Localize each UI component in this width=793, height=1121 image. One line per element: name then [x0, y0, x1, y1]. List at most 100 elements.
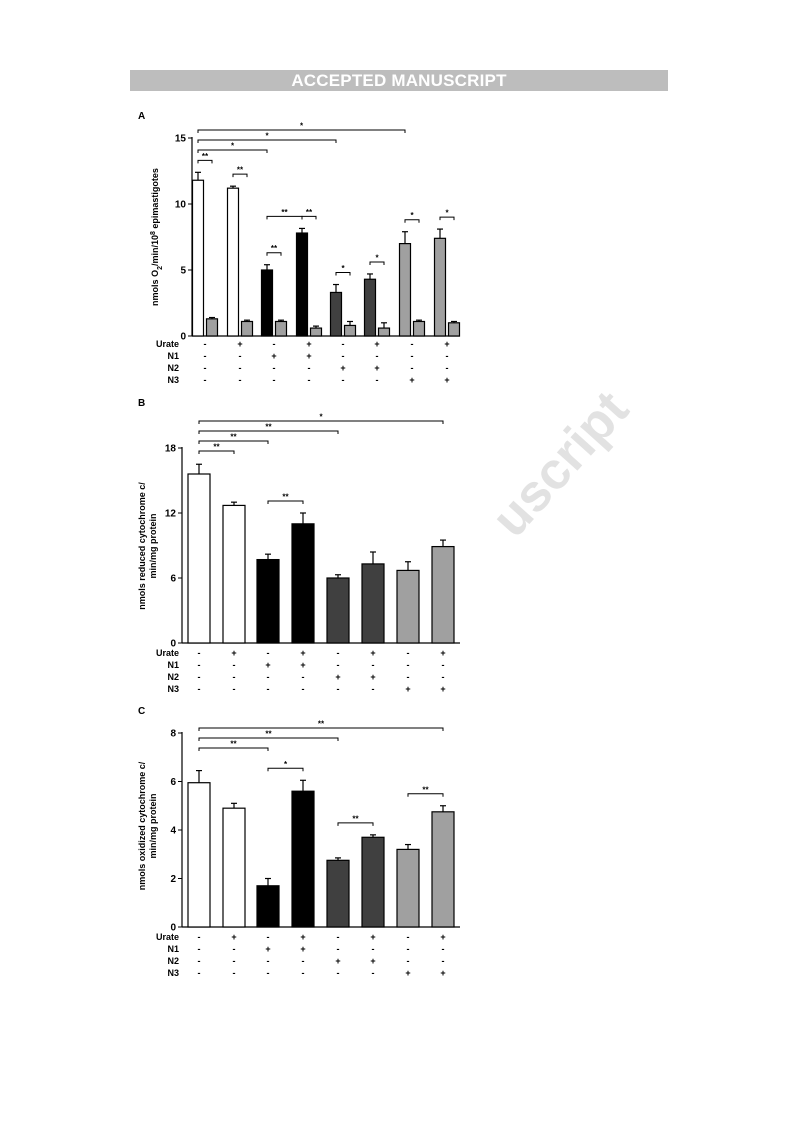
significance-label: **: [202, 152, 209, 161]
condition-sign: -: [267, 648, 270, 658]
condition-row-label: N2: [167, 672, 179, 682]
condition-sign: +: [370, 956, 375, 966]
bar: [256, 558, 280, 644]
condition-row-label: Urate: [156, 932, 179, 942]
accepted-manuscript-banner: ACCEPTED MANUSCRIPT: [130, 70, 668, 91]
bar: [396, 569, 420, 644]
condition-sign: -: [198, 672, 201, 682]
y-axis-label-part: epimastigotes: [150, 168, 160, 231]
bar-inhibitor: [447, 322, 461, 337]
significance-label: **: [230, 740, 237, 749]
y-axis-label-line2: min/mg protein: [148, 514, 158, 579]
condition-sign: -: [407, 648, 410, 658]
condition-sign: -: [239, 375, 242, 385]
bar-inhibitor: [309, 327, 323, 337]
condition-row-label: Urate: [156, 648, 179, 658]
condition-sign: -: [337, 932, 340, 942]
condition-sign: +: [306, 339, 311, 349]
significance-bracket: [335, 272, 351, 276]
condition-sign: -: [372, 660, 375, 670]
condition-sign: -: [233, 956, 236, 966]
bar-inhibitor: [377, 327, 391, 337]
bar-inhibitor: [205, 318, 219, 337]
condition-sign: +: [444, 375, 449, 385]
condition-sign: -: [342, 351, 345, 361]
bar-inhibitor: [412, 320, 426, 337]
condition-sign: -: [233, 672, 236, 682]
significance-label: *: [375, 253, 379, 262]
condition-sign: +: [374, 363, 379, 373]
significance-label: **: [265, 730, 272, 739]
condition-sign: -: [342, 339, 345, 349]
condition-row-label: N1: [167, 351, 179, 361]
y-tick-label: 0: [170, 923, 176, 934]
condition-sign: -: [372, 684, 375, 694]
significance-bracket: [198, 727, 444, 731]
condition-sign: +: [405, 968, 410, 978]
condition-sign: +: [231, 648, 236, 658]
significance-label: **: [237, 166, 244, 175]
bar: [222, 504, 246, 644]
y-tick-label: 6: [170, 777, 176, 788]
significance-bracket: [267, 767, 304, 772]
bar: [433, 237, 447, 337]
condition-sign: -: [376, 375, 379, 385]
panel-letter: A: [138, 111, 145, 122]
bar: [256, 885, 280, 928]
significance-label: **: [422, 785, 429, 794]
condition-sign: -: [302, 968, 305, 978]
y-tick-label: 6: [170, 574, 176, 585]
condition-sign: -: [204, 375, 207, 385]
significance-bracket: [407, 793, 444, 797]
significance-label: **: [352, 814, 359, 823]
condition-sign: -: [407, 956, 410, 966]
bar: [396, 848, 420, 928]
significance-label: **: [230, 433, 237, 442]
condition-sign: -: [198, 660, 201, 670]
condition-sign: -: [198, 956, 201, 966]
condition-row-label: N2: [167, 363, 179, 373]
y-axis-label-line1: nmols oxidized cytochrome c/: [137, 761, 147, 890]
y-tick-label: 12: [165, 509, 177, 520]
significance-bracket: [404, 219, 420, 223]
condition-row-label: N3: [167, 684, 179, 694]
y-tick-label: 18: [165, 444, 177, 455]
significance-bracket: [198, 450, 235, 454]
significance-bracket: [301, 215, 317, 220]
condition-sign: +: [440, 968, 445, 978]
condition-sign: -: [239, 351, 242, 361]
condition-sign: -: [267, 672, 270, 682]
y-tick-label: 8: [170, 729, 176, 740]
condition-sign: +: [306, 351, 311, 361]
y-axis-label-line1: nmols reduced cytochrome c/: [137, 482, 147, 610]
significance-label: **: [265, 423, 272, 432]
condition-row-label: N1: [167, 944, 179, 954]
condition-sign: +: [335, 672, 340, 682]
significance-bracket: [198, 440, 269, 444]
condition-sign: -: [411, 363, 414, 373]
significance-bracket: [266, 252, 282, 256]
significance-bracket: [197, 129, 406, 133]
condition-sign: +: [300, 648, 305, 658]
condition-sign: +: [300, 660, 305, 670]
significance-bracket: [267, 500, 304, 504]
condition-row-label: N3: [167, 968, 179, 978]
significance-label: *: [410, 211, 414, 220]
condition-sign: -: [302, 672, 305, 682]
condition-sign: +: [300, 932, 305, 942]
condition-row-label: N2: [167, 956, 179, 966]
significance-bracket: [369, 261, 385, 265]
panel-letter: C: [138, 706, 145, 717]
condition-sign: -: [308, 363, 311, 373]
significance-label: **: [282, 493, 289, 502]
condition-sign: +: [444, 339, 449, 349]
condition-row-label: N1: [167, 660, 179, 670]
y-tick-label: 0: [170, 639, 176, 650]
significance-label: **: [281, 208, 288, 217]
condition-sign: -: [233, 660, 236, 670]
condition-sign: -: [407, 944, 410, 954]
condition-sign: -: [407, 932, 410, 942]
condition-sign: -: [233, 684, 236, 694]
condition-sign: -: [372, 944, 375, 954]
